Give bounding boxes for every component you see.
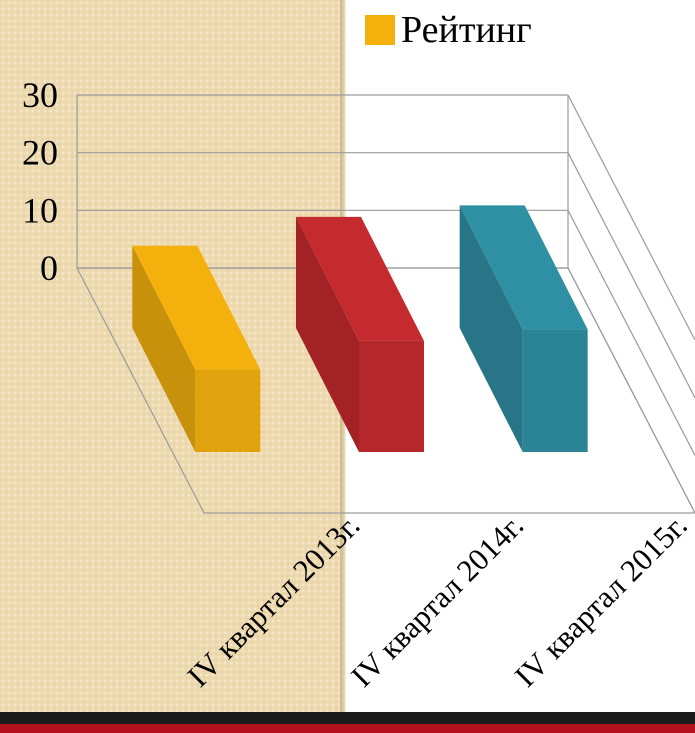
bar [296, 216, 424, 452]
bar-top-face [296, 216, 424, 341]
y-tick-label: 20 [22, 133, 58, 173]
bar-top-face [132, 245, 261, 370]
x-axis-labels: IV квартал 2013г.IV квартал 2014г.IV ква… [180, 508, 693, 694]
x-tick-label: IV квартал 2014г. [344, 508, 530, 694]
gridline-depth [567, 94, 695, 341]
bar-side-face [459, 205, 523, 452]
bar-front-face [359, 340, 424, 452]
bar-side-face [132, 245, 196, 452]
legend-label: Рейтинг [401, 9, 532, 51]
x-tick-label: IV квартал 2013г. [180, 508, 366, 694]
chart-legend: Рейтинг [365, 10, 532, 50]
bar-front-face [195, 369, 261, 452]
y-tick-label: 10 [22, 190, 58, 230]
gridline-depth [567, 210, 695, 456]
chart-floor [76, 267, 695, 514]
bar [132, 245, 261, 452]
bar [459, 205, 588, 452]
y-tick-label: 30 [22, 75, 58, 115]
y-tick-label: 0 [40, 248, 58, 288]
bar-top-face [459, 205, 588, 330]
bar-side-face [296, 216, 359, 452]
x-tick-label: IV квартал 2015г. [508, 508, 694, 694]
bar-front-face [522, 329, 588, 452]
bottom-bar [0, 712, 695, 733]
legend-swatch [365, 15, 395, 45]
chart-bars [132, 205, 588, 452]
y-axis-ticks: 0 10 20 30 [22, 75, 58, 288]
gridline-depth [567, 152, 695, 398]
